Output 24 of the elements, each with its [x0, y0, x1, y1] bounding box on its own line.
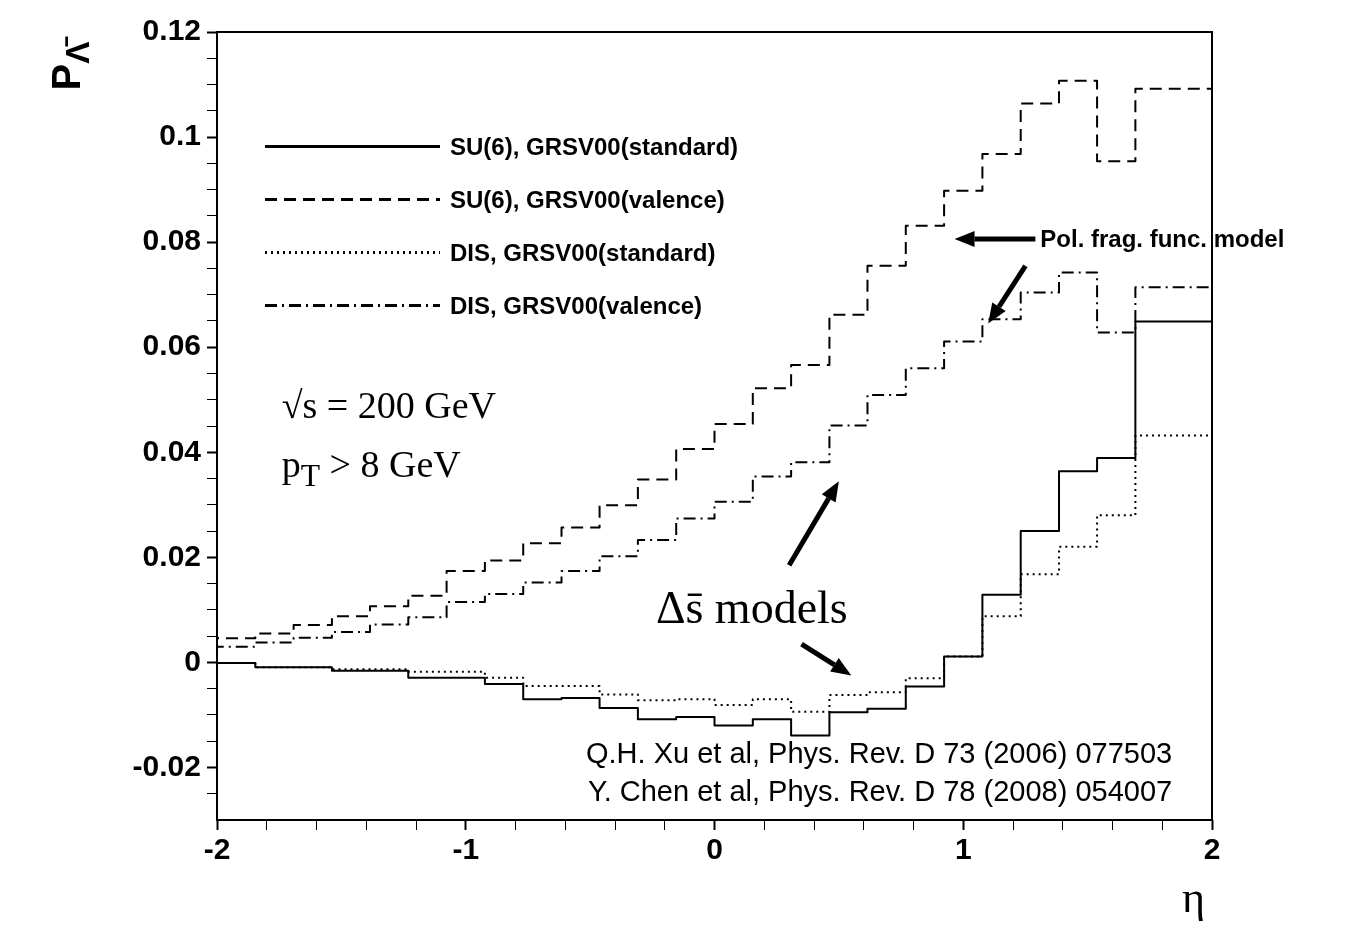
y-tick-label: 0.08 [142, 223, 201, 257]
annotation: √s = 200 GeV [281, 383, 496, 427]
legend-label: SU(6), GRSV00(valence) [450, 185, 725, 214]
x-tick-label: -2 [203, 832, 231, 866]
x-tick-label: 1 [954, 832, 972, 866]
x-tick-label: 2 [1203, 832, 1221, 866]
legend-label: SU(6), GRSV00(standard) [450, 132, 739, 161]
x-tick-label: -1 [452, 832, 480, 866]
y-tick-label: 0.02 [142, 538, 201, 572]
annotation: p$_{T}$ > 8 GeV [281, 442, 461, 494]
y-tick-label: 0.06 [142, 328, 201, 362]
annotation: Y. Chen et al, Phys. Rev. D 78 (2008) 054007 [588, 774, 1173, 808]
legend-label: DIS, GRSV00(valence) [450, 291, 703, 320]
y-tick-label: 0 [184, 643, 201, 677]
x-tick-label: 0 [706, 832, 723, 866]
x-axis-title: η [1182, 872, 1206, 923]
y-tick-label: 0.12 [142, 13, 201, 47]
y-tick-label: 0.04 [142, 433, 202, 467]
annotation: Pol. frag. func. model [1040, 224, 1285, 253]
legend-label: DIS, GRSV00(standard) [450, 238, 716, 267]
annotation: Δs̄ models [655, 580, 848, 634]
annotation: Q.H. Xu et al, Phys. Rev. D 73 (2006) 077503 [585, 736, 1173, 770]
y-tick-label: -0.02 [132, 748, 201, 782]
y-tick-label: 0.1 [159, 118, 201, 152]
